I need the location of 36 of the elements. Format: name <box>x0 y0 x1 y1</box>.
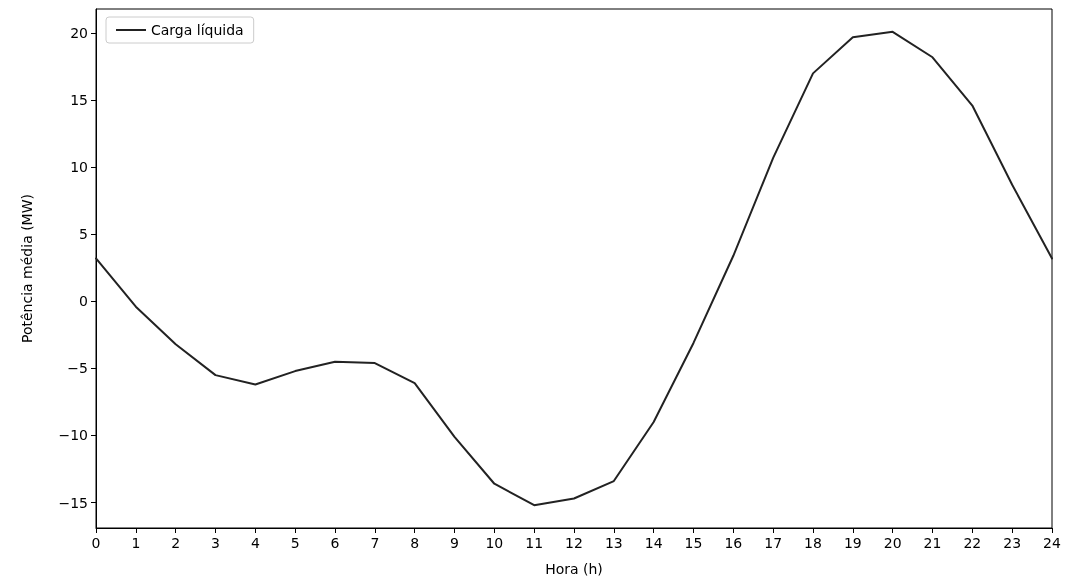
x-tick-label: 1 <box>131 535 141 551</box>
x-tick-label: 23 <box>1003 535 1022 551</box>
x-tick-label: 18 <box>804 535 822 551</box>
y-tick-label: 0 <box>79 293 88 310</box>
x-tick-label: 15 <box>684 535 703 551</box>
x-tick-label: 4 <box>250 535 260 551</box>
x-tick-label: 0 <box>91 535 101 551</box>
x-tick-label: 24 <box>1043 535 1061 551</box>
x-tick-label: 22 <box>963 535 982 551</box>
x-tick-label: 19 <box>843 535 862 551</box>
y-axis-title: Potência média (MW) <box>19 193 35 344</box>
y-tick-label: −15 <box>58 494 88 511</box>
x-tick-label: 20 <box>883 535 902 551</box>
y-tick-label: −5 <box>67 360 88 377</box>
x-tick-label: 7 <box>370 535 380 551</box>
x-tick-label: 16 <box>724 535 743 551</box>
x-tick-label: 9 <box>450 535 459 551</box>
x-tick-label: 10 <box>485 535 504 551</box>
x-tick-label: 5 <box>290 535 300 551</box>
legend-label: Carga líquida <box>151 22 244 38</box>
x-tick-label: 6 <box>330 535 340 551</box>
x-tick-label: 8 <box>410 535 420 551</box>
y-tick-label: 15 <box>70 92 88 109</box>
x-axis-title: Hora (h) <box>545 561 603 577</box>
y-tick-label: 5 <box>79 226 88 243</box>
y-tick-label: −10 <box>58 427 88 444</box>
x-tick-label: 21 <box>923 535 942 551</box>
x-tick-label: 2 <box>171 535 181 551</box>
x-tick-label: 13 <box>604 535 623 551</box>
x-tick-label: 3 <box>211 535 220 551</box>
y-tick-label: 10 <box>70 159 88 176</box>
x-tick-label: 12 <box>565 535 583 551</box>
x-tick-label: 17 <box>764 535 783 551</box>
y-tick-label: 20 <box>70 25 88 42</box>
x-tick-label: 11 <box>525 535 544 551</box>
x-tick-label: 14 <box>644 535 663 551</box>
